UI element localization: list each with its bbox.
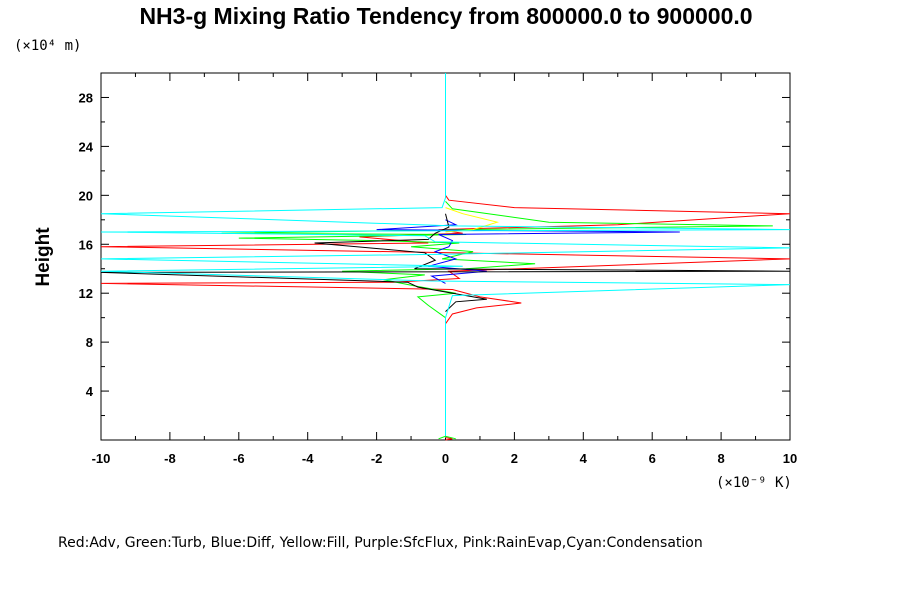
chart-title: NH3-g Mixing Ratio Tendency from 800000.… [139, 3, 752, 29]
y-tick-label: 28 [79, 90, 93, 105]
x-tick-label: -8 [164, 451, 176, 466]
x-tick-label: -6 [233, 451, 245, 466]
y-tick-label: 16 [79, 237, 93, 252]
series-line-6 [445, 437, 453, 441]
x-tick-label: -10 [92, 451, 111, 466]
series-line-0 [100, 195, 791, 343]
x-tick-label: 6 [649, 451, 656, 466]
series-line-2 [376, 219, 680, 284]
x-tick-label: 4 [580, 451, 588, 466]
x-tick-label: 10 [783, 451, 797, 466]
y-axis-unit-label: (×10⁴ m) [14, 38, 81, 54]
x-tick-label: -2 [371, 451, 383, 466]
y-tick-label: 20 [79, 188, 93, 203]
y-tick-label: 4 [86, 384, 94, 399]
series-line-1 [221, 201, 773, 319]
x-axis-unit-label: (×10⁻⁹ K) [716, 475, 792, 491]
y-tick-label: 12 [79, 286, 93, 301]
y-tick-label: 8 [86, 335, 93, 350]
series-line-7 [438, 435, 456, 440]
y-axis-label: Height [33, 227, 54, 287]
y-tick-label: 24 [79, 139, 94, 154]
x-tick-label: 8 [717, 451, 724, 466]
x-tick-label: 0 [442, 451, 449, 466]
x-tick-label: 2 [511, 451, 518, 466]
legend-text: Red:Adv, Green:Turb, Blue:Diff, Yellow:F… [58, 535, 703, 551]
x-tick-label: -4 [302, 451, 314, 466]
series-line-5 [100, 73, 791, 438]
series-group [100, 73, 791, 441]
